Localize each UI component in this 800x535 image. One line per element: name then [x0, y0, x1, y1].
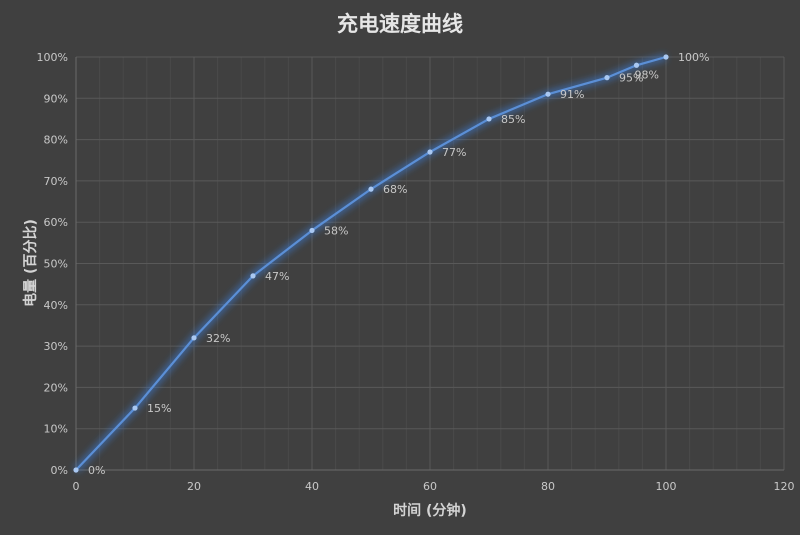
data-label: 77%	[442, 146, 466, 159]
data-point-marker	[486, 116, 492, 122]
data-label: 100%	[678, 51, 709, 64]
y-tick-label: 20%	[44, 381, 68, 394]
data-label: 58%	[324, 224, 348, 237]
data-point-marker	[604, 75, 610, 81]
data-label: 85%	[501, 113, 525, 126]
axes: 0 20 40 60 80 100 120 0% 10% 20% 30% 40% 50% 60% 70% 80…	[37, 51, 795, 493]
data-point-marker	[427, 149, 433, 155]
data-label: 47%	[265, 270, 289, 283]
data-point-marker	[191, 335, 197, 341]
data-point-marker	[663, 54, 669, 60]
data-point-marker	[250, 273, 256, 279]
y-tick-label: 40%	[44, 299, 68, 312]
data-label: 98%	[635, 68, 659, 81]
x-tick-label: 80	[541, 480, 555, 493]
data-label: 32%	[206, 332, 230, 345]
gridlines	[75, 56, 785, 471]
data-label: 68%	[383, 183, 407, 196]
y-tick-label: 0%	[51, 464, 68, 477]
data-point-marker	[73, 467, 79, 473]
y-axis-title: 电量 (百分比)	[22, 219, 39, 307]
data-label: 15%	[147, 402, 171, 415]
data-labels: 0% 15% 32% 47% 58% 68% 77% 85% 91% 95%98% 100%	[88, 51, 709, 477]
data-label: 91%	[560, 88, 584, 101]
data-point-marker	[368, 186, 374, 192]
data-label: 95%	[619, 72, 643, 85]
y-tick-label: 60%	[44, 216, 68, 229]
y-tick-label: 100%	[37, 51, 68, 64]
data-label: 0%	[88, 464, 105, 477]
y-tick-label: 80%	[44, 134, 68, 147]
x-tick-label: 120	[774, 480, 795, 493]
data-point-marker	[545, 91, 551, 97]
y-tick-label: 50%	[44, 258, 68, 271]
y-tick-label: 10%	[44, 423, 68, 436]
x-tick-label: 40	[305, 480, 319, 493]
y-tick-label: 30%	[44, 340, 68, 353]
x-axis-title: 时间 (分钟)	[393, 502, 467, 519]
x-tick-label: 20	[187, 480, 201, 493]
data-point-marker	[633, 62, 640, 68]
data-series	[73, 53, 669, 473]
data-point-marker	[309, 227, 315, 234]
series-line	[75, 55, 667, 471]
x-tick-label: 60	[423, 480, 437, 493]
x-tick-label: 0	[73, 480, 80, 493]
y-tick-label: 70%	[44, 175, 68, 188]
y-tick-label: 90%	[44, 92, 68, 105]
chart-title: 充电速度曲线	[337, 12, 463, 36]
data-point-marker	[132, 405, 138, 411]
x-tick-label: 100	[656, 480, 677, 493]
